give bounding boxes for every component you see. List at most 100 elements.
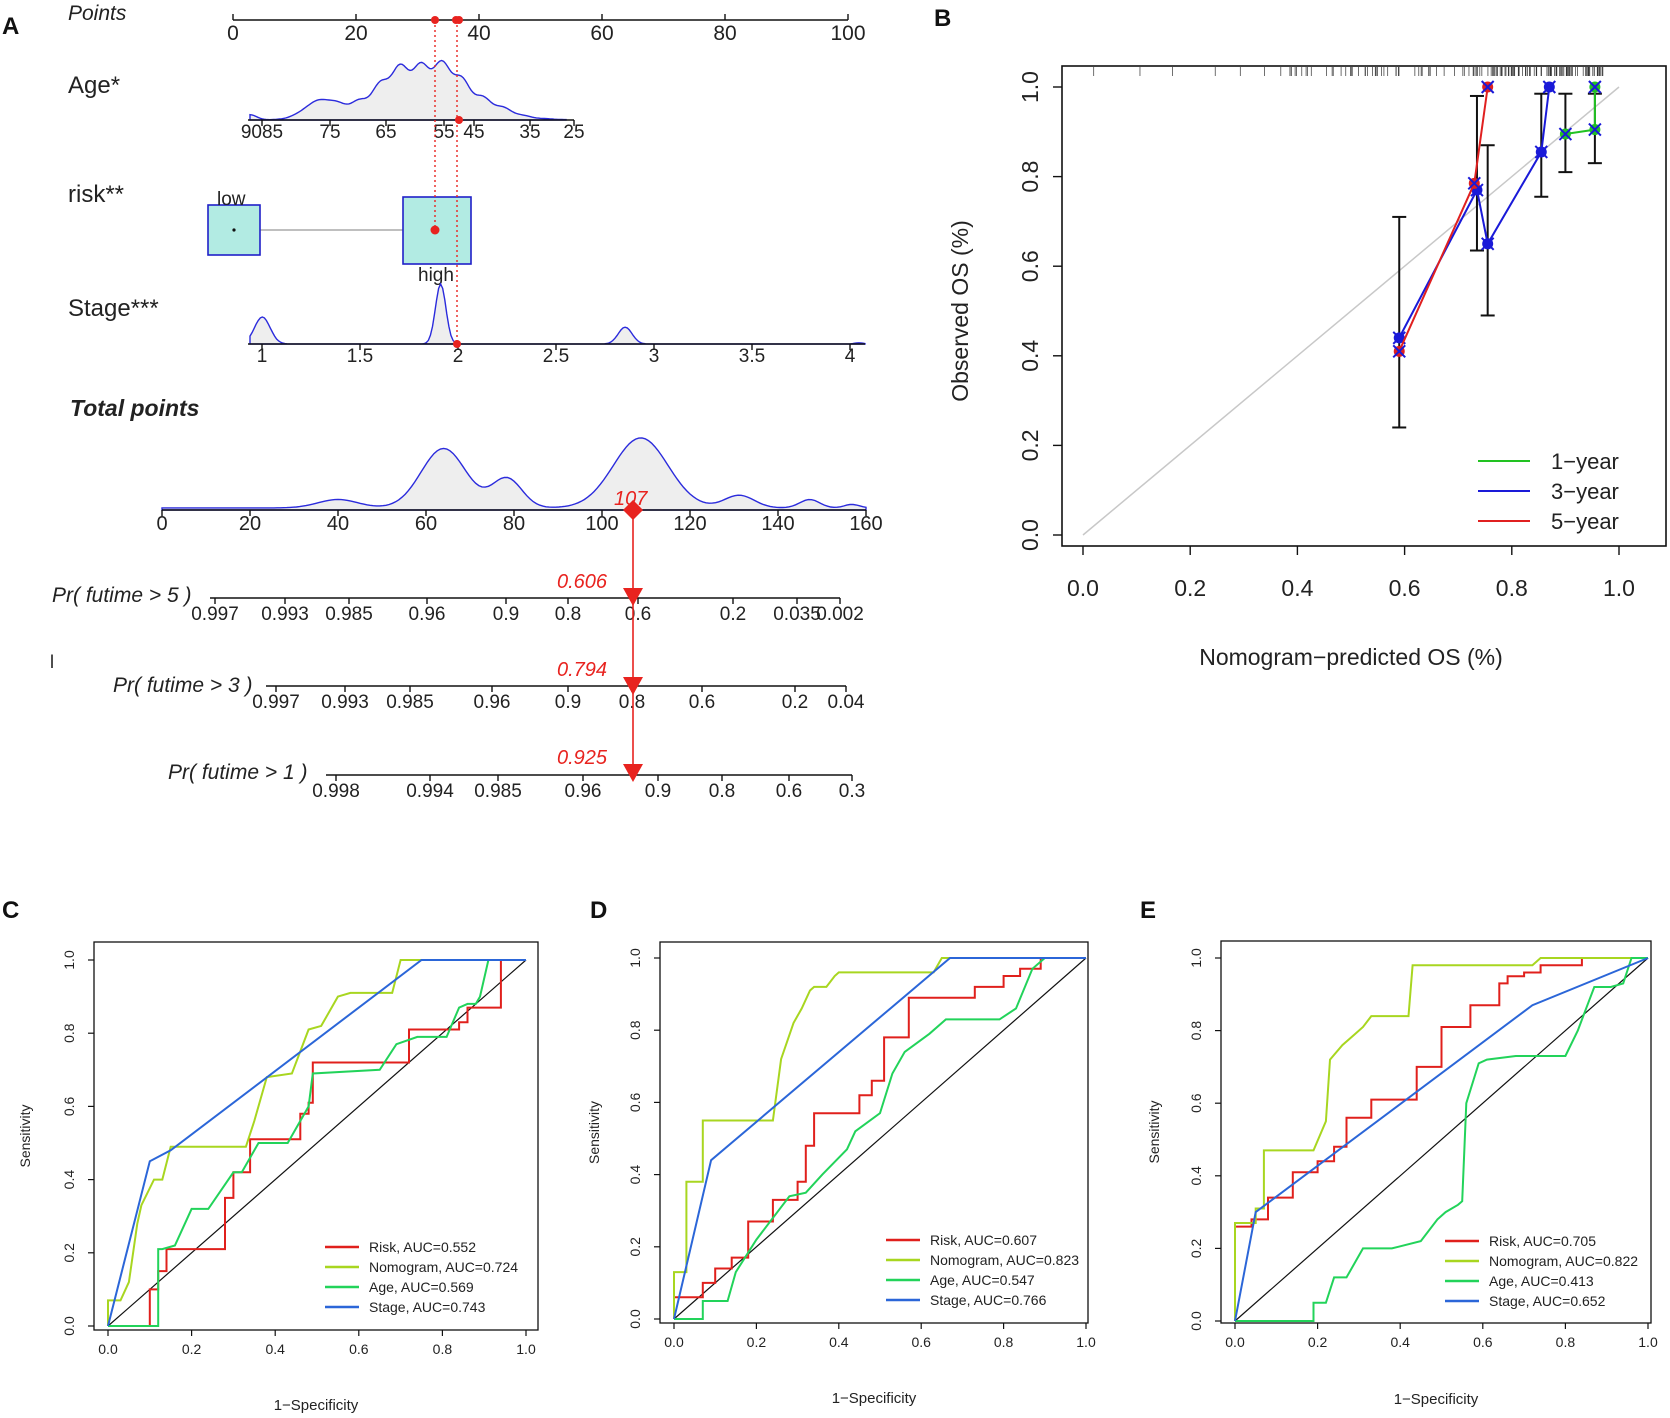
pr5-ticks: 0.997 0.993 0.985 0.96 0.9 0.8 0.6 0.2 0.0350.00… xyxy=(191,598,864,625)
age-tick-label: 25 xyxy=(563,122,584,143)
roc-y-tick-label: 0.4 xyxy=(1188,1166,1204,1186)
pr3-tick-label: 0.9 xyxy=(555,692,581,713)
age-tick-label: 55 xyxy=(433,122,454,143)
roc-x-tick-label: 0.4 xyxy=(1390,1334,1410,1350)
age-value-marker xyxy=(455,116,463,124)
total-value-diamond xyxy=(623,500,643,520)
panel-a: A Points 0 20 40 60 80 100 Age* 9085 75 65 55 45 3… xyxy=(2,2,883,802)
pr1-tick-label: 0.3 xyxy=(839,781,865,802)
calib-y-tick-label: 0.4 xyxy=(1017,340,1043,372)
roc-x-tick-label: 0.2 xyxy=(1308,1334,1328,1350)
panel-c: C 0.0 0.2 0.4 0.6 0.8 1.0 0.0 0.2 0.4 0.6 0.8 1.0 Se… xyxy=(2,897,539,1414)
pr5-tick-label: 0.997 xyxy=(191,604,239,625)
roc-chart-d: 0.0 0.2 0.4 0.6 0.8 1.0 0.0 0.2 0.4 0.6 0.8 1.0 Sens… xyxy=(586,941,1096,1407)
roc-x-tick-label: 0.6 xyxy=(911,1334,931,1350)
roc-x-tick-label: 0.8 xyxy=(994,1334,1014,1350)
roc-y-axis-title: Sensitivity xyxy=(586,1101,602,1164)
roc-y-tick-label: 0.0 xyxy=(627,1309,643,1329)
stage-tick-label: 1 xyxy=(257,346,268,367)
calib-x-tick-label: 1.0 xyxy=(1603,575,1635,601)
stage-ticks: 1 1.5 2 2.5 3 3.5 4 xyxy=(257,344,856,367)
calib-point-cross xyxy=(1480,80,1495,94)
points-tick-label: 0 xyxy=(227,22,239,45)
panel-b: B 0.0 0.2 0.4 0.6 0.8 1.0 0.0 0.2 0.4 0.6 0.8 1.0 O… xyxy=(934,5,1667,670)
roc-legend-label: Risk, AUC=0.705 xyxy=(1489,1233,1596,1249)
age-tick-label: 9085 xyxy=(241,122,283,143)
roc-plot-frame xyxy=(1220,940,1652,1324)
roc-y-axis-title: Sensitivity xyxy=(17,1104,33,1167)
calib-x-tick-label: 0.2 xyxy=(1174,575,1206,601)
total-tick-label: 40 xyxy=(327,513,349,535)
roc-y-tick-label: 1.0 xyxy=(1188,948,1204,968)
calib-y-tick-label: 0.2 xyxy=(1017,429,1043,461)
calib-x-tick-label: 0.8 xyxy=(1496,575,1528,601)
stage-tick-label: 3 xyxy=(649,346,660,367)
calib-x-tick-label: 0.4 xyxy=(1281,575,1313,601)
pr3-tick-label: 0.6 xyxy=(689,692,715,713)
total-value-label: 107 xyxy=(614,488,648,510)
pr5-tick-label: 0.9 xyxy=(493,604,519,625)
roc-chart-c: 0.0 0.2 0.4 0.6 0.8 1.0 0.0 0.2 0.4 0.6 0.8 1.0 Sens… xyxy=(17,941,539,1414)
points-tick-label: 40 xyxy=(467,22,490,45)
pr1-tick-label: 0.9 xyxy=(645,781,671,802)
calib-legend-label: 3−year xyxy=(1551,479,1619,504)
total-density-curve xyxy=(161,437,867,511)
roc-x-tick-label: 1.0 xyxy=(1076,1334,1096,1350)
risk-low-label: low xyxy=(217,189,246,210)
total-tick-label: 80 xyxy=(503,513,525,535)
age-tick-label: 45 xyxy=(463,122,484,143)
roc-curve xyxy=(673,957,1086,1319)
total-tick-label: 0 xyxy=(156,513,167,535)
pr5-tick-label: 0.002 xyxy=(816,604,864,625)
roc-y-tick-label: 0.8 xyxy=(1188,1021,1204,1041)
roc-curve xyxy=(1235,957,1648,1322)
panel-letter-d: D xyxy=(590,897,607,924)
roc-legend-label: Age, AUC=0.547 xyxy=(930,1272,1035,1288)
roc-x-axis-title: 1−Specificity xyxy=(832,1390,917,1407)
total-tick-label: 140 xyxy=(761,513,794,535)
roc-x-tick-label: 0.0 xyxy=(1225,1334,1245,1350)
stage-label: Stage*** xyxy=(68,295,159,322)
roc-x-tick-label: 0.2 xyxy=(182,1341,202,1357)
roc-diagonal xyxy=(1234,957,1649,1322)
pr1-tick-label: 0.96 xyxy=(565,781,602,802)
total-tick-label: 160 xyxy=(849,513,882,535)
age-label: Age* xyxy=(68,72,120,99)
calib-point-cross xyxy=(1534,145,1548,159)
pr3-ticks: 0.997 0.993 0.985 0.96 0.9 0.8 0.6 0.2 0.04 xyxy=(252,686,865,713)
roc-y-tick-label: 0.2 xyxy=(627,1237,643,1257)
calib-x-tick-label: 0.6 xyxy=(1389,575,1421,601)
stage-tick-label: 2 xyxy=(453,346,464,367)
points-tick-label: 60 xyxy=(590,22,613,45)
roc-y-tick-label: 0.8 xyxy=(61,1023,77,1043)
stage-value-marker xyxy=(453,340,461,348)
pr1-tick-label: 0.998 xyxy=(312,781,360,802)
roc-x-tick-label: 0.4 xyxy=(265,1341,285,1357)
panel-d: D 0.0 0.2 0.4 0.6 0.8 1.0 0.0 0.2 0.4 0.6 0.8 1.0 Se… xyxy=(586,897,1096,1407)
pr5-value-marker xyxy=(623,588,643,606)
panel-e: E 0.0 0.2 0.4 0.6 0.8 1.0 0.0 0.2 0.4 0.6 0.8 1.0 Se… xyxy=(1140,897,1658,1408)
stage-points-marker xyxy=(455,16,463,24)
roc-legend-label: Nomogram, AUC=0.823 xyxy=(930,1252,1079,1268)
pr1-tick-label: 0.8 xyxy=(709,781,735,802)
roc-legend-label: Risk, AUC=0.607 xyxy=(930,1232,1037,1248)
roc-x-tick-label: 1.0 xyxy=(516,1341,536,1357)
pr1-ticks: 0.998 0.994 0.985 0.96 0.9 0.8 0.6 0.3 xyxy=(312,775,865,802)
calib-x-axis-title: Nomogram−predicted OS (%) xyxy=(1199,644,1503,670)
points-tick-label: 80 xyxy=(713,22,736,45)
roc-legend-label: Stage, AUC=0.766 xyxy=(930,1292,1047,1308)
calib-legend-label: 5−year xyxy=(1551,509,1619,534)
pr5-tick-label: 0.6 xyxy=(625,604,651,625)
pr3-tick-label: 0.96 xyxy=(474,692,511,713)
roc-diagonal xyxy=(673,957,1087,1320)
calib-legend-label: 1−year xyxy=(1551,449,1619,474)
roc-legend-label: Nomogram, AUC=0.724 xyxy=(369,1259,518,1275)
calib-y-tick-label: 0.8 xyxy=(1017,161,1043,193)
roc-y-tick-label: 0.8 xyxy=(627,1020,643,1040)
total-points-label: Total points xyxy=(70,395,199,421)
roc-curve xyxy=(1234,957,1648,1321)
total-tick-label: 60 xyxy=(415,513,437,535)
pr5-label: Pr( futime > 5 ) xyxy=(52,584,191,607)
roc-curve xyxy=(108,959,526,1327)
